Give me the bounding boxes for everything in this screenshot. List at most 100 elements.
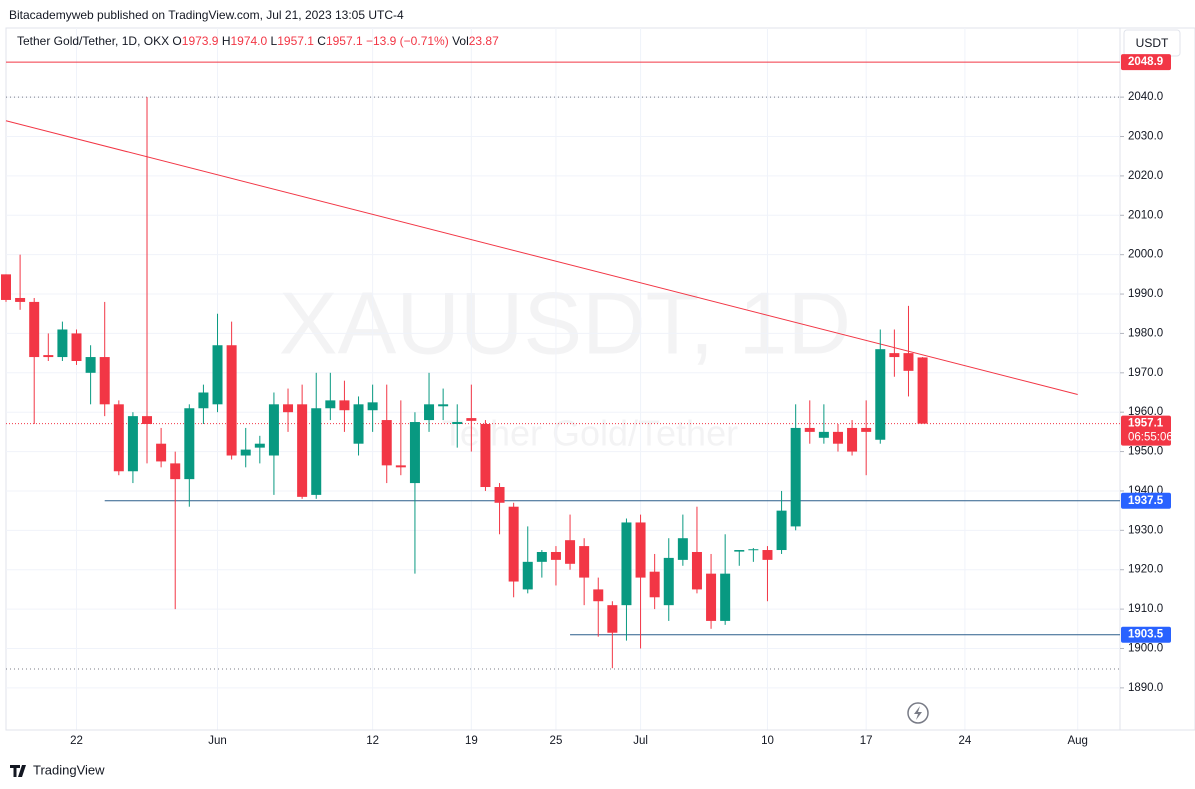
legend-value: 1957.1 <box>325 34 363 48</box>
candle-body <box>226 345 237 456</box>
x-tick-label: 17 <box>860 735 873 747</box>
price-label-box <box>1121 626 1171 643</box>
candle-body <box>142 416 153 425</box>
candle-body <box>1 274 11 300</box>
candle-body <box>508 506 519 582</box>
candle-body <box>691 551 702 590</box>
candle-body <box>409 422 420 484</box>
price-label: 2048.9 <box>1128 56 1163 68</box>
candle-body <box>494 487 505 503</box>
replay-icon-bolt <box>914 706 922 720</box>
candle-body <box>550 551 561 560</box>
legend-value: 1973.9 <box>181 34 219 48</box>
candle-body <box>254 443 265 448</box>
legend-symbol: Tether Gold/Tether, 1D, OKX <box>17 34 170 48</box>
trendline <box>5 120 1078 395</box>
x-tick-label: 24 <box>958 735 971 747</box>
y-tick-label: 1910.0 <box>1128 603 1163 615</box>
y-tick-label: 2020.0 <box>1128 170 1163 182</box>
candle-body <box>762 550 773 560</box>
y-tick-label: 1920.0 <box>1128 564 1163 576</box>
candle-body <box>832 431 843 444</box>
candle-body <box>311 408 322 495</box>
y-tick-label: 2000.0 <box>1128 249 1163 261</box>
x-tick-label: Jul <box>633 735 648 747</box>
brand: TradingView <box>33 762 105 777</box>
candle-body <box>268 404 279 456</box>
y-tick-label: 1990.0 <box>1128 288 1163 300</box>
price-label: 1957.1 <box>1128 418 1164 430</box>
price-countdown: 06:55:06 <box>1128 432 1173 444</box>
candle-body <box>818 431 829 438</box>
candle-body <box>43 355 54 358</box>
legend-volume: 23.87 <box>468 34 499 48</box>
candle-body <box>565 540 576 564</box>
candle-body <box>212 345 223 405</box>
watermark: XAUUSDT, 1D <box>279 273 851 372</box>
y-tick-label: 1960.0 <box>1128 406 1163 418</box>
candle-body <box>748 549 759 551</box>
candle-body <box>522 561 533 590</box>
candle-body <box>635 522 646 578</box>
candle-body <box>170 463 181 480</box>
candle-body <box>847 427 858 452</box>
candle-body <box>424 404 435 421</box>
price-label-box <box>1121 492 1171 509</box>
legend-key: Vol <box>452 34 469 48</box>
y-tick-label: 2010.0 <box>1128 209 1163 221</box>
candle-body <box>29 301 40 358</box>
candle-body <box>297 404 308 497</box>
legend-key: L <box>270 34 278 48</box>
legend-key: O <box>172 34 182 48</box>
y-tick-label: 1970.0 <box>1128 367 1163 379</box>
candle-body <box>621 522 632 606</box>
candle-body <box>184 408 195 480</box>
replay-icon[interactable] <box>907 702 929 724</box>
brand-logo <box>10 765 26 777</box>
legend-key: C <box>317 34 326 48</box>
candle-body <box>367 402 378 411</box>
x-tick-label: 25 <box>550 735 563 747</box>
candle-body <box>663 557 674 606</box>
candle-body <box>113 404 124 472</box>
candle-body <box>325 400 336 409</box>
candle-body <box>480 424 491 488</box>
candle-body <box>395 465 406 468</box>
candle-body <box>649 571 660 598</box>
candle-body <box>198 392 209 409</box>
published-line: Bitacademyweb published on TradingView.c… <box>9 8 404 22</box>
legend-value: 1974.0 <box>230 34 268 48</box>
candle-body <box>579 546 590 578</box>
candle-body <box>776 510 787 551</box>
currency-label: USDT <box>1136 36 1169 50</box>
x-tick-label: 10 <box>761 735 774 747</box>
candle-body <box>57 329 68 358</box>
candle-body <box>85 357 96 373</box>
legend-key: H <box>221 34 231 48</box>
y-tick-label: 1890.0 <box>1128 682 1163 694</box>
x-tick-label: Aug <box>1067 735 1087 747</box>
candle-body <box>677 538 688 560</box>
candle-body <box>71 333 82 361</box>
candle-body <box>452 422 463 425</box>
price-label: 1937.5 <box>1128 495 1164 507</box>
y-tick-label: 2040.0 <box>1128 91 1163 103</box>
x-tick-label: 12 <box>366 735 379 747</box>
candle-body <box>903 353 914 371</box>
candle-body <box>593 589 604 602</box>
candle-body <box>381 420 392 466</box>
candle-body <box>466 418 477 421</box>
y-tick-label: 1930.0 <box>1128 524 1163 536</box>
y-tick-label: 1900.0 <box>1128 643 1163 655</box>
price-label: 1903.5 <box>1128 629 1164 641</box>
candle-body <box>917 357 928 424</box>
candle-body <box>889 353 900 358</box>
candle-body <box>790 427 801 527</box>
candle-body <box>861 427 872 432</box>
candle-body <box>156 443 167 462</box>
x-tick-label: Jun <box>208 735 227 747</box>
candle-body <box>240 449 251 456</box>
x-tick-label: 19 <box>465 735 478 747</box>
